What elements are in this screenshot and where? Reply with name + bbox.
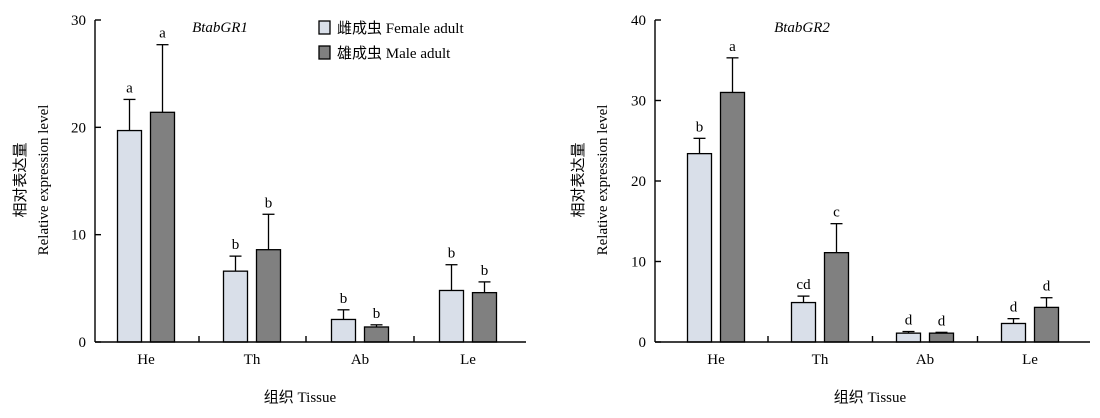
chart-title-1: BtabGR1	[192, 20, 248, 36]
x-axis-label-2: 组织 Tissue	[834, 389, 907, 406]
significance-letter: a	[159, 26, 166, 42]
bar-male	[255, 249, 282, 343]
legend-swatch-male	[318, 45, 331, 60]
significance-letter: b	[481, 263, 489, 279]
bars-group-2	[686, 91, 1060, 343]
y-tick-label: 10	[631, 255, 646, 271]
legend-label-female: 雌成虫 Female adult	[337, 20, 464, 37]
significance-letter: b	[448, 246, 456, 262]
legend-label-male: 雄成虫 Male adult	[337, 45, 451, 62]
significance-letter: a	[729, 39, 736, 55]
bar-female	[330, 318, 357, 343]
x-tick-label: He	[707, 352, 725, 368]
x-tick-label: He	[137, 352, 155, 368]
bar-male	[363, 326, 390, 343]
x-tick-label: Th	[244, 352, 261, 368]
bar-female	[686, 152, 713, 343]
bars-group-1	[116, 111, 498, 343]
x-tick-labels-2: He Th Ab Le	[707, 352, 1038, 368]
y-tick-label: 20	[631, 174, 646, 190]
y-tick-label: 40	[631, 13, 646, 29]
bar-male	[928, 332, 955, 343]
bar-male	[149, 111, 176, 343]
legend-swatch-female	[318, 20, 331, 35]
significance-letter: a	[126, 80, 133, 96]
y-axis-label-cn-2: 相对表达量	[570, 142, 587, 217]
error-bars-group-1	[123, 44, 491, 327]
bar-male	[823, 251, 850, 343]
chart-title-2: BtabGR2	[774, 20, 830, 36]
y-tick-labels-1: 0 10 20 30	[71, 13, 86, 351]
bar-female	[895, 332, 922, 343]
x-tick-label: Th	[812, 352, 829, 368]
x-tick-label: Ab	[916, 352, 934, 368]
significance-letter: d	[905, 313, 913, 329]
bar-female	[790, 301, 817, 343]
x-tick-label: Le	[1022, 352, 1038, 368]
legend: 雌成虫 Female adult 雄成虫 Male adult	[318, 20, 464, 62]
y-tick-label: 0	[639, 335, 647, 351]
y-tick-labels-2: 0 10 20 30 40	[631, 13, 646, 351]
bar-male	[719, 91, 746, 343]
significance-letter: c	[833, 205, 840, 221]
bar-female	[222, 270, 249, 343]
y-axis-label-1: Relative expression level	[36, 105, 52, 256]
y-tick-label: 30	[631, 94, 646, 110]
x-tick-labels-1: He Th Ab Le	[137, 352, 476, 368]
y-tick-label: 20	[71, 120, 86, 136]
x-axis-label-1: 组织 Tissue	[264, 389, 337, 406]
bar-male	[1033, 306, 1060, 343]
x-tick-label: Le	[460, 352, 476, 368]
significance-letter: d	[1010, 300, 1018, 316]
significance-letter: cd	[796, 277, 811, 293]
significance-letter: d	[938, 313, 946, 329]
bar-male	[471, 291, 498, 343]
error-bars-group-2	[693, 57, 1053, 334]
significance-letter: b	[696, 119, 704, 135]
significance-letter: b	[265, 195, 273, 211]
axes-1	[94, 19, 526, 343]
bar-female	[1000, 322, 1027, 343]
axes-2	[654, 19, 1090, 343]
significance-letter: d	[1043, 279, 1051, 295]
bar-female	[438, 289, 465, 343]
significance-letter: b	[340, 291, 348, 307]
bar-female	[116, 129, 143, 343]
y-tick-label: 30	[71, 13, 86, 29]
significance-letter: b	[373, 306, 381, 322]
y-tick-label: 0	[79, 335, 87, 351]
y-axis-label-cn-1: 相对表达量	[12, 142, 29, 217]
y-axis-label-2: Relative expression level	[595, 105, 611, 256]
significance-letters-group-1: a b b b a b b b	[126, 26, 488, 322]
significance-letter: b	[232, 237, 240, 253]
y-tick-label: 10	[71, 228, 86, 244]
x-tick-label: Ab	[351, 352, 369, 368]
